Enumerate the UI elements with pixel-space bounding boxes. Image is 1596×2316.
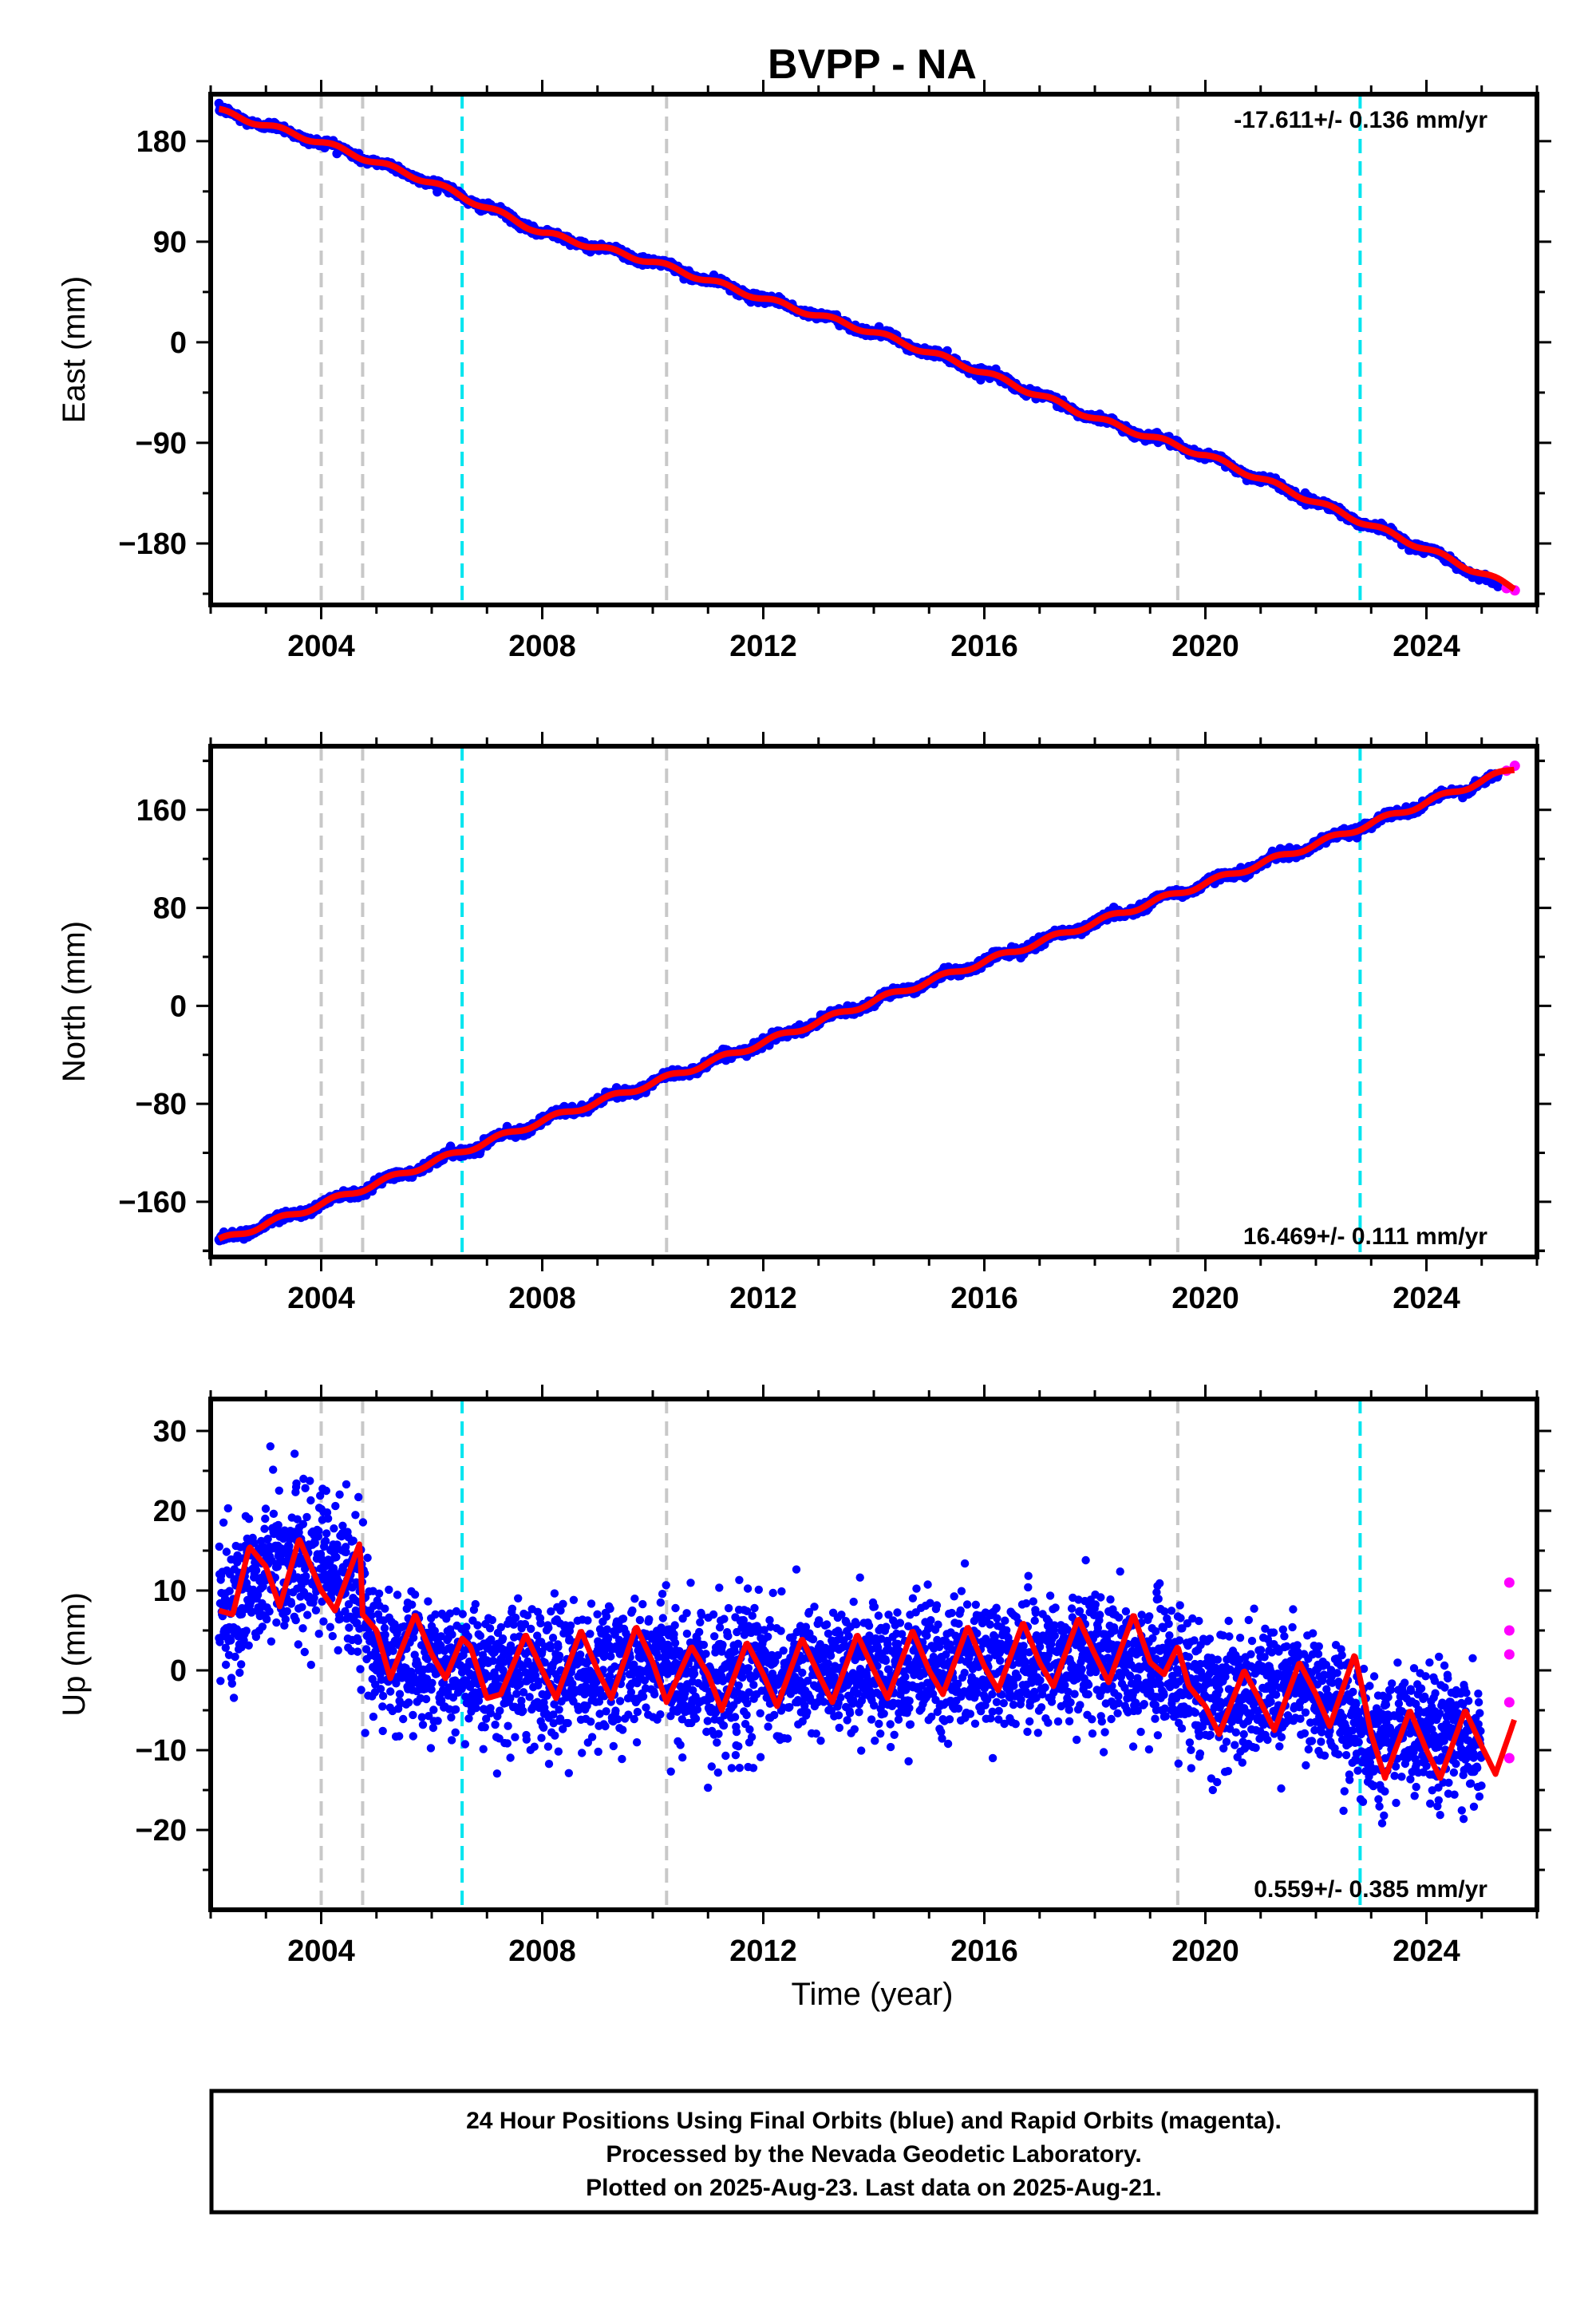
east-y-tick-label: 90 (153, 226, 187, 259)
east-y-tick-label: −90 (136, 427, 187, 460)
north-y-tick-label: −160 (118, 1186, 187, 1219)
north-y-tick-label: 0 (170, 990, 187, 1023)
east-y-axis-title: East (mm) (57, 276, 92, 423)
up-model-fit-line (217, 1537, 1517, 1781)
up-rapid-orbit-point-5 (1503, 1753, 1515, 1764)
north-x-tick-label: 2012 (729, 1282, 797, 1315)
east-y-tick-label: −180 (118, 528, 187, 561)
east-x-tick-label: 2016 (950, 630, 1018, 663)
up-rapid-orbit-point-3 (1503, 1649, 1515, 1660)
up-y-tick-label: 10 (153, 1575, 187, 1608)
north-y-axis-title: North (mm) (57, 921, 92, 1082)
north-x-tick-label: 2024 (1393, 1282, 1460, 1315)
up-y-tick-label: 0 (170, 1654, 187, 1688)
up-x-tick-label: 2012 (729, 1935, 797, 1968)
up-rapid-orbit-point-4 (1503, 1697, 1515, 1708)
up-y-tick-label: 30 (153, 1415, 187, 1448)
up-y-tick-label: 20 (153, 1495, 187, 1528)
east-model-fit-line (216, 105, 1517, 592)
footer-box: 24 Hour Positions Using Final Orbits (bl… (209, 2089, 1539, 2215)
up-x-tick-label: 2004 (287, 1935, 355, 1968)
north-panel: 2004 2008 2012 2016 2020 2024 −160 −80 0 80 160 Nor… (57, 732, 1551, 1315)
up-y-tick-label: −20 (136, 1814, 187, 1848)
east-panel: 2004 2008 2012 2016 2020 2024 −180 −90 0 90 180 Eas… (57, 80, 1551, 663)
footer-line-1: 24 Hour Positions Using Final Orbits (bl… (466, 2108, 1282, 2134)
up-velocity-label: 0.559+/- 0.385 mm/yr (1254, 1876, 1487, 1903)
east-x-tick-label: 2004 (287, 630, 355, 663)
up-x-tick-label: 2020 (1171, 1935, 1239, 1968)
north-y-tick-label: 160 (136, 794, 187, 828)
up-panel: 2004 2008 2012 2016 2020 2024 −20 −10 0 10 20 30 Up … (57, 1385, 1551, 1968)
east-x-tick-label: 2020 (1171, 630, 1239, 663)
east-x-tick-label: 2024 (1393, 630, 1460, 663)
up-y-axis-title: Up (mm) (57, 1592, 92, 1717)
north-model-fit-line (216, 766, 1517, 1242)
chart-title: BVPP - NA (768, 41, 977, 88)
up-final-orbit-points (215, 1442, 1486, 1828)
x-axis-title: Time (year) (792, 1977, 954, 2012)
north-x-tick-label: 2004 (287, 1282, 355, 1315)
up-x-tick-label: 2008 (508, 1935, 576, 1968)
north-x-tick-label: 2016 (950, 1282, 1018, 1315)
north-y-tick-label: 80 (153, 892, 187, 926)
footer-line-2: Processed by the Nevada Geodetic Laborat… (606, 2141, 1141, 2168)
up-x-tick-label: 2016 (950, 1935, 1018, 1968)
north-x-tick-label: 2008 (508, 1282, 576, 1315)
east-y-tick-label: 0 (170, 326, 187, 360)
footer-frame (209, 2089, 1539, 2215)
north-y-tick-label: −80 (136, 1088, 187, 1121)
north-x-tick-label: 2020 (1171, 1282, 1239, 1315)
east-y-tick-label: 180 (136, 125, 187, 159)
east-x-tick-label: 2012 (729, 630, 797, 663)
up-rapid-orbit-point-2 (1503, 1625, 1515, 1636)
north-velocity-label: 16.469+/- 0.111 mm/yr (1243, 1223, 1487, 1250)
east-x-tick-label: 2008 (508, 630, 576, 663)
footer-line-3: Plotted on 2025-Aug-23. Last data on 202… (586, 2175, 1162, 2201)
east-velocity-label: -17.611+/- 0.136 mm/yr (1234, 107, 1487, 133)
up-y-tick-label: −10 (136, 1734, 187, 1768)
up-rapid-orbit-point-1 (1503, 1577, 1515, 1588)
up-x-tick-label: 2024 (1393, 1935, 1460, 1968)
